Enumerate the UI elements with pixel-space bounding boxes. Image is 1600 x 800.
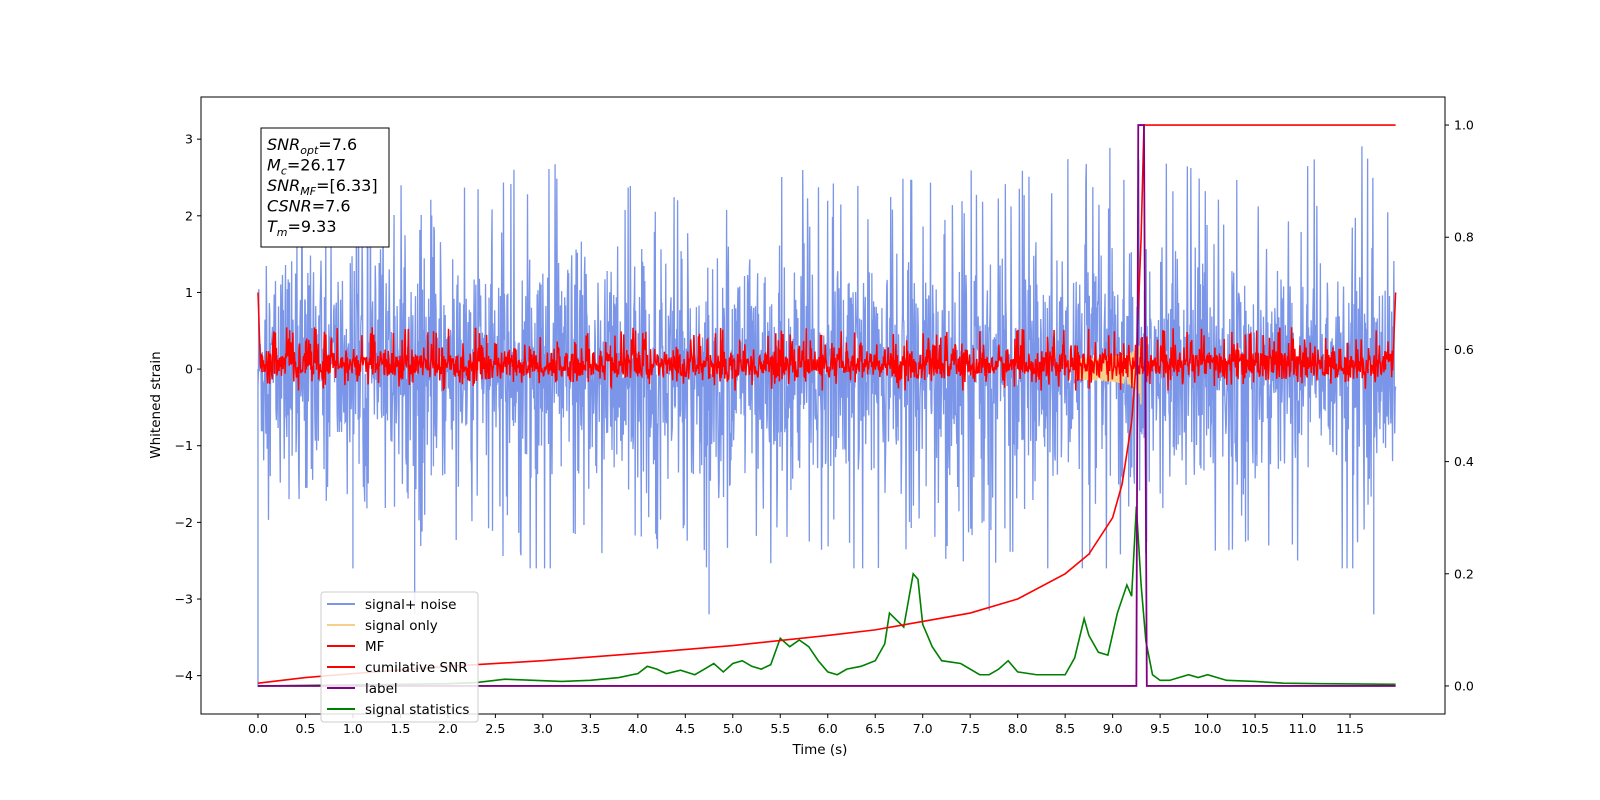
series-signal-statistics: [257, 506, 1396, 687]
y-right-tick-label: 0.6: [1454, 342, 1474, 357]
x-tick-label: 8.0: [1008, 721, 1028, 736]
x-tick-label: 3.0: [533, 721, 553, 736]
plot-frame: [200, 96, 1446, 715]
y-right-tick-label: 0.0: [1454, 678, 1474, 693]
annotation-line: Tm=9.33: [267, 217, 337, 239]
legend: signal+ noise signal only MF cumilative SNR…: [320, 591, 479, 723]
x-tick-label: 6.5: [865, 721, 885, 736]
y-tick-label: −2: [175, 515, 193, 530]
legend-label: signal statistics: [365, 702, 469, 718]
x-tick-label: 7.5: [960, 721, 980, 736]
y-tick-label: −4: [175, 668, 193, 683]
y-right-tick-label: 0.2: [1454, 566, 1474, 581]
series-signal-noise: [257, 146, 1397, 688]
y-tick-label: 3: [185, 132, 193, 147]
x-axis-label: Time (s): [792, 742, 848, 758]
legend-label: cumilative SNR: [365, 660, 468, 676]
series-cumulative-snr: [257, 124, 1396, 684]
x-tick-label: 9.0: [1103, 721, 1123, 736]
y-tick-label: −1: [175, 438, 193, 453]
legend-frame: [320, 591, 479, 723]
annotation-line: Mc=26.17: [267, 156, 346, 178]
x-ticks: 0.0 0.5 1.0 1.5 2.0 2.5 3.0 3.5 4.0 4.5 5.0 5.5 6.0 6…: [248, 714, 1364, 736]
y-right-tick-label: 0.8: [1454, 230, 1474, 245]
legend-label: MF: [365, 639, 384, 655]
y-axis-label: Whitened strain: [148, 351, 164, 458]
x-tick-label: 7.0: [913, 721, 933, 736]
annotation-line: CSNR=7.6: [267, 197, 351, 216]
legend-label: signal+ noise: [365, 597, 456, 613]
y-right-ticks: 0.0 0.2 0.4 0.6 0.8 1.0: [1445, 118, 1474, 693]
x-tick-label: 4.5: [675, 721, 695, 736]
x-tick-label: 1.5: [390, 721, 410, 736]
y-ticks: 3 2 1 0 −1 −2 −3 −4: [175, 132, 201, 683]
y-right-tick-label: 0.4: [1454, 454, 1474, 469]
legend-label: label: [365, 681, 398, 697]
x-tick-label: 5.0: [723, 721, 743, 736]
annotation-line: SNRopt=7.6: [267, 135, 357, 157]
x-tick-label: 6.0: [818, 721, 838, 736]
x-tick-label: 8.5: [1055, 721, 1075, 736]
x-tick-label: 9.5: [1150, 721, 1170, 736]
y-tick-label: −3: [175, 592, 193, 607]
y-right-tick-label: 1.0: [1454, 118, 1474, 133]
legend-label: signal only: [365, 618, 438, 634]
series-mf: [257, 292, 1397, 391]
annotation-box: SNRopt=7.6Mc=26.17SNRMF=[6.33]CSNR=7.6Tm…: [260, 127, 390, 248]
x-tick-label: 10.0: [1194, 721, 1222, 736]
x-tick-label: 5.5: [770, 721, 790, 736]
x-tick-label: 4.0: [628, 721, 648, 736]
annotation-frame: [260, 127, 390, 248]
x-tick-label: 1.0: [343, 721, 363, 736]
y-tick-label: 0: [185, 362, 193, 377]
series-label: [257, 124, 1396, 687]
x-tick-label: 2.0: [438, 721, 458, 736]
x-tick-label: 3.5: [580, 721, 600, 736]
x-tick-label: 11.0: [1289, 721, 1317, 736]
x-tick-label: 10.5: [1241, 721, 1269, 736]
x-tick-label: 0.0: [248, 721, 268, 736]
series-layer: [257, 124, 1397, 688]
x-tick-label: 2.5: [485, 721, 505, 736]
y-tick-label: 2: [185, 208, 193, 223]
x-tick-label: 11.5: [1336, 721, 1364, 736]
annotation-line: SNRMF=[6.33]: [267, 176, 378, 198]
x-tick-label: 0.5: [296, 721, 316, 736]
y-tick-label: 1: [185, 285, 193, 300]
